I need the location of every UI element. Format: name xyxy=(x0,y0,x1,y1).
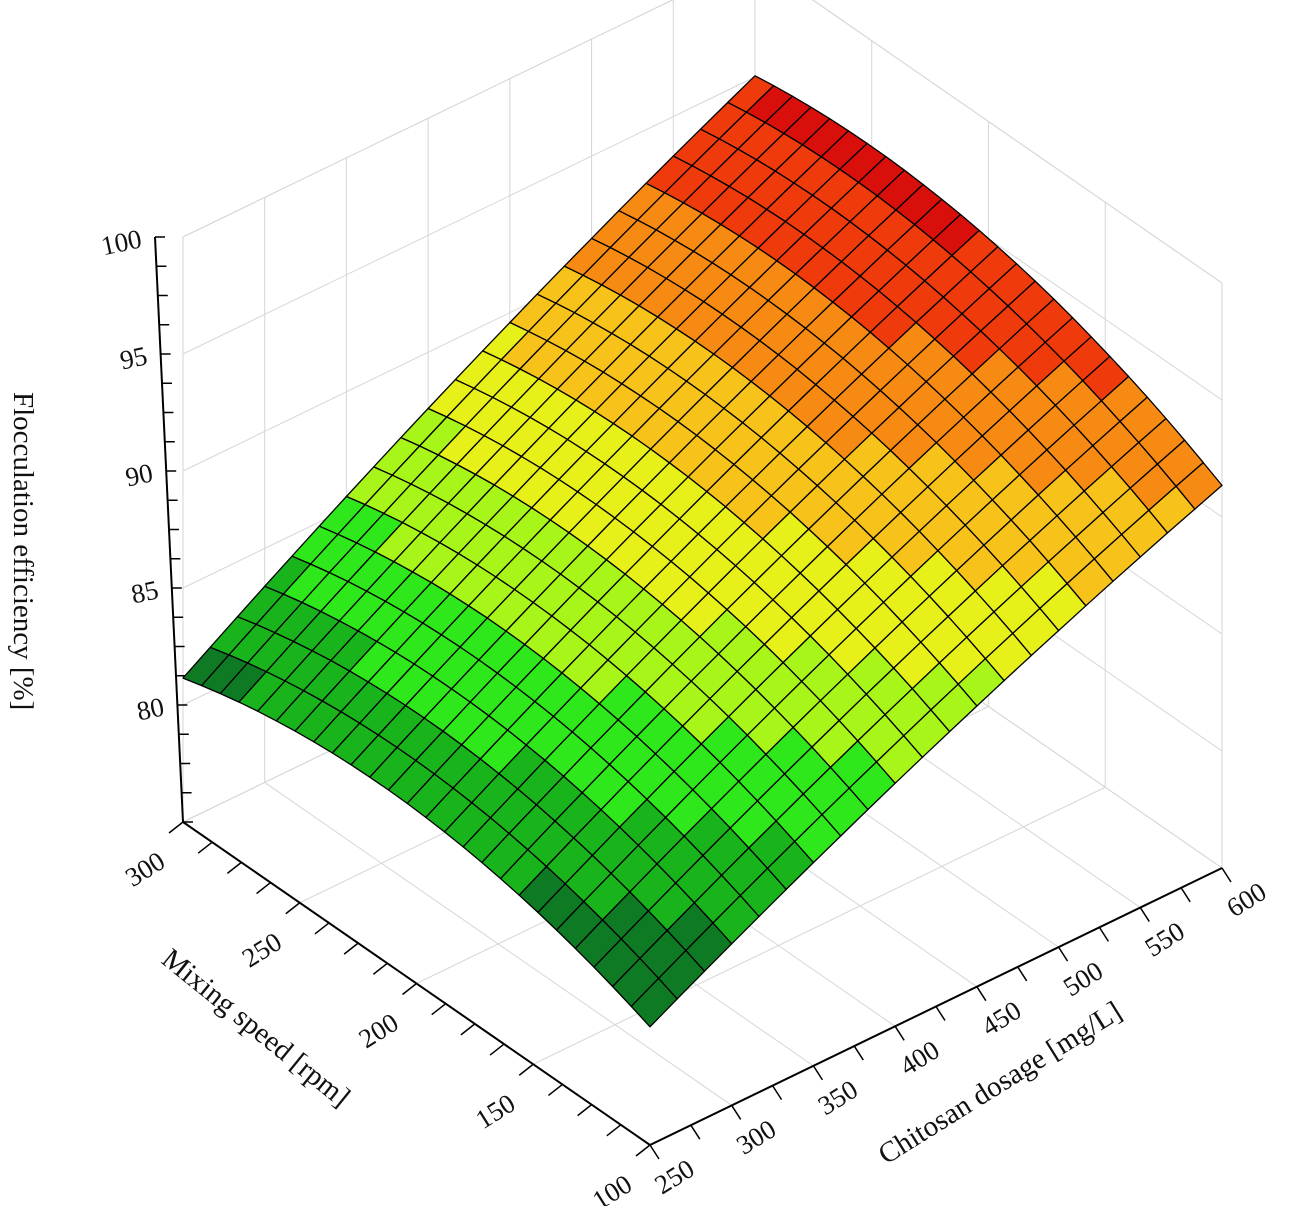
y-tick-mark xyxy=(635,1144,651,1157)
z-tick-label: 80 xyxy=(134,692,167,727)
z-tick-label: 100 xyxy=(98,224,144,262)
y-tick-mark xyxy=(547,1083,563,1097)
x-tick-mark xyxy=(1017,966,1028,982)
x-tick-mark xyxy=(771,1085,783,1101)
y-tick-mark xyxy=(402,982,417,996)
y-tick-label: 250 xyxy=(237,926,287,973)
y-tick-mark xyxy=(372,962,388,975)
axes xyxy=(154,236,1232,1160)
z-axis-title: Flocculation efficiency [%] xyxy=(7,392,39,710)
x-tick-label: 250 xyxy=(649,1153,699,1200)
surface-cell xyxy=(630,977,678,1028)
y-tick-mark xyxy=(168,821,184,834)
z-tick-label: 90 xyxy=(123,458,156,493)
y-tick-mark xyxy=(606,1124,622,1137)
x-tick-label: 350 xyxy=(813,1074,863,1121)
y-tick-mark xyxy=(577,1104,593,1117)
x-tick-mark xyxy=(1139,907,1150,922)
x-tick-label: 600 xyxy=(1221,876,1271,923)
y-tick-label: 150 xyxy=(470,1088,520,1135)
y-tick-mark xyxy=(285,902,301,915)
box-top-edge xyxy=(182,0,1223,284)
y-tick-mark xyxy=(226,861,242,874)
x-tick-label: 400 xyxy=(894,1034,944,1081)
y-tick-mark xyxy=(343,942,359,955)
x-tick-mark xyxy=(1180,887,1191,903)
x-tick-mark xyxy=(731,1105,742,1120)
x-tick-mark xyxy=(935,1006,946,1021)
x-tick-label: 300 xyxy=(731,1114,781,1161)
y-tick-mark xyxy=(431,1003,447,1016)
x-tick-mark xyxy=(894,1025,905,1041)
x-tick-mark xyxy=(690,1124,701,1140)
y-tick-mark xyxy=(256,881,272,895)
y-tick-mark xyxy=(460,1023,476,1036)
x-tick-label: 500 xyxy=(1058,955,1108,1002)
grid-line-y-floor xyxy=(533,786,1106,1065)
x-tick-label: 450 xyxy=(976,995,1026,1042)
y-tick-mark xyxy=(518,1063,534,1076)
y-tick-label: 200 xyxy=(353,1007,403,1054)
y-tick-mark xyxy=(489,1043,505,1056)
x-tick-mark xyxy=(1221,867,1232,883)
x-tick-mark xyxy=(976,986,987,1002)
x-tick-mark xyxy=(853,1045,864,1061)
y-tick-label: 300 xyxy=(120,846,170,893)
x-tick-mark xyxy=(1057,946,1069,962)
x-tick-label: 550 xyxy=(1140,916,1190,963)
x-tick-mark xyxy=(812,1065,824,1081)
x-tick-mark xyxy=(1098,926,1110,942)
y-tick-mark xyxy=(197,841,213,854)
z-tick-label: 95 xyxy=(117,341,150,376)
z-tick-label: 85 xyxy=(128,575,161,610)
x-tick-mark xyxy=(649,1144,660,1160)
y-tick-mark xyxy=(314,922,330,935)
response-surface xyxy=(182,75,1223,1028)
y-tick-label: 100 xyxy=(587,1169,637,1206)
